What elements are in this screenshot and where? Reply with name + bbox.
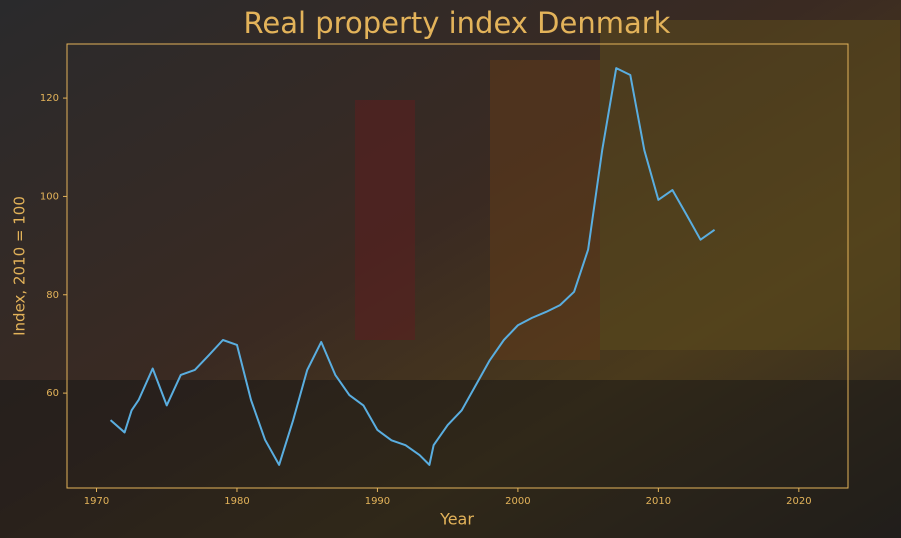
building <box>490 60 600 360</box>
y-tick-label: 100 <box>40 191 59 202</box>
x-tick-label: 2010 <box>646 496 671 507</box>
x-tick-label: 2020 <box>786 496 811 507</box>
y-tick-label: 120 <box>40 93 59 104</box>
x-tick-label: 1990 <box>365 496 390 507</box>
y-axis-label: Index, 2010 = 100 <box>11 196 29 336</box>
y-tick-label: 80 <box>46 290 59 301</box>
street <box>0 380 901 538</box>
plot-frame <box>66 43 849 489</box>
building <box>600 20 900 350</box>
x-tick-label: 2000 <box>505 496 530 507</box>
data-line <box>109 67 716 466</box>
x-tick-label: 1970 <box>84 496 109 507</box>
building <box>355 100 415 340</box>
y-tick-label: 60 <box>46 388 59 399</box>
x-tick-label: 1980 <box>224 496 249 507</box>
chart-title: Real property index Denmark <box>244 6 671 40</box>
x-axis-label: Year <box>439 510 474 529</box>
